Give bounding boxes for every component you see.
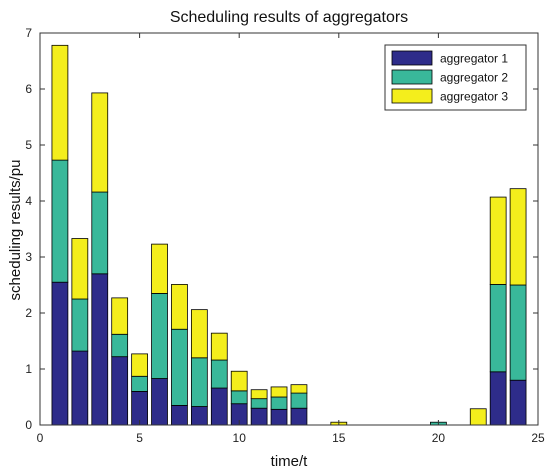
legend-label-1: aggregator 1 (440, 52, 508, 66)
bar-s2-t13 (290, 392, 308, 409)
x-tick-label: 15 (332, 431, 346, 445)
bar-s2-t23 (489, 284, 507, 373)
bar-s3-t1 (51, 44, 69, 161)
bar-s2-t12 (270, 396, 288, 410)
bar-s2-t10 (230, 390, 248, 405)
bar-s2-t3 (91, 191, 109, 275)
bar-s3-t6 (151, 243, 168, 294)
bar-s1-t11 (250, 407, 268, 426)
bar-s2-t7 (171, 328, 188, 406)
y-tick-label: 6 (25, 82, 32, 96)
y-tick-label: 7 (25, 26, 32, 40)
bar-s2-t11 (250, 398, 268, 409)
bar-s3-t12 (270, 386, 288, 398)
bar-s1-t13 (290, 407, 308, 426)
bar-s1-t23 (489, 371, 507, 426)
bar-s1-t7 (171, 404, 188, 426)
y-tick-label: 2 (25, 306, 32, 320)
bar-s1-t2 (71, 350, 89, 426)
bar-s1-t1 (51, 281, 69, 426)
bar-s1-t5 (131, 390, 148, 426)
bar-s2-t4 (111, 333, 129, 358)
bar-s3-t3 (91, 92, 109, 193)
bar-s2-t2 (71, 298, 89, 352)
bar-s2-t9 (210, 359, 228, 389)
legend-label-3: aggregator 3 (440, 90, 508, 104)
bar-s3-t23 (489, 196, 507, 285)
bar-s2-t5 (131, 375, 148, 392)
y-tick-label: 3 (25, 250, 32, 264)
legend-label-2: aggregator 2 (440, 71, 508, 85)
bar-s1-t24 (509, 379, 527, 426)
plot-frame (39, 32, 539, 426)
bar-s2-t24 (509, 284, 527, 381)
chart-title: Scheduling results of aggregators (170, 9, 408, 26)
bar-s2-t6 (151, 292, 168, 379)
bar-s3-t10 (230, 370, 248, 392)
bars-layer (51, 44, 527, 426)
x-axis-title: time/t (271, 453, 309, 470)
bar-s2-t8 (190, 357, 208, 407)
x-tick-label: 20 (432, 431, 446, 445)
x-tick-label: 0 (37, 431, 44, 445)
legend-swatch-1 (391, 50, 433, 66)
bar-s3-t2 (71, 238, 89, 300)
bar-s1-t3 (91, 273, 109, 426)
bar-s1-t4 (111, 356, 129, 426)
bar-s2-t1 (51, 159, 69, 283)
bar-s3-t24 (509, 188, 527, 286)
bar-s3-t9 (210, 332, 228, 361)
y-tick-label: 1 (25, 362, 32, 376)
y-tick-label: 5 (25, 138, 32, 152)
x-tick-label: 5 (136, 431, 143, 445)
legend-swatch-3 (391, 88, 433, 104)
y-tick-label: 0 (25, 418, 32, 432)
ticks-layer: 0 5 10 15 20 25 0 1 2 3 4 5 6 7 (25, 26, 545, 445)
bar-s3-t5 (131, 353, 148, 377)
y-axis-title: scheduling results/pu (7, 160, 24, 301)
y-tick-label: 4 (25, 194, 32, 208)
x-tick-label: 10 (233, 431, 247, 445)
bar-s3-t11 (250, 389, 268, 400)
bar-s3-t22 (469, 408, 487, 426)
bar-s3-t8 (190, 309, 208, 359)
bar-s1-t12 (270, 408, 288, 426)
bar-s1-t9 (210, 387, 228, 426)
bar-s3-t7 (171, 284, 188, 330)
legend-swatch-2 (391, 69, 433, 85)
bar-s1-t6 (151, 378, 168, 426)
bar-s1-t8 (190, 406, 208, 426)
bar-s3-t4 (111, 297, 129, 335)
x-tick-label: 25 (531, 431, 545, 445)
legend: aggregator 1 aggregator 2 aggregator 3 (384, 44, 527, 111)
bar-s3-t13 (290, 384, 308, 394)
